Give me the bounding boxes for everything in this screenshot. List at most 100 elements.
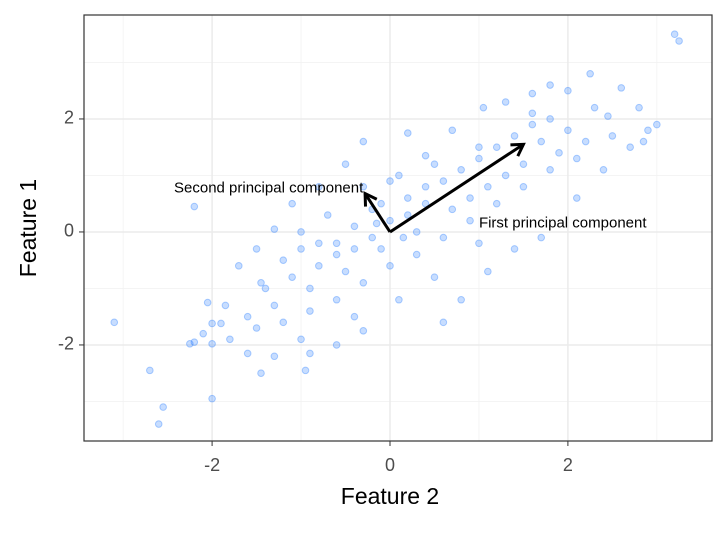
point (386, 262, 394, 270)
y-tick-label: 2 (64, 108, 74, 128)
point (368, 233, 377, 242)
point (261, 284, 270, 293)
point (359, 327, 368, 335)
x-tick-label: -2 (204, 455, 220, 475)
point (430, 273, 439, 281)
point (297, 228, 305, 236)
point (564, 126, 572, 135)
point (466, 194, 474, 202)
y-tick-label: -2 (58, 334, 74, 354)
point (186, 340, 194, 348)
point (386, 177, 394, 185)
point (457, 166, 465, 174)
point (203, 298, 212, 307)
point (306, 284, 314, 293)
point (315, 239, 323, 248)
point (332, 250, 341, 259)
panel-border (83, 14, 713, 442)
point (519, 182, 528, 191)
arrow-shaft (363, 192, 392, 233)
point (430, 160, 439, 168)
point (492, 143, 501, 152)
point (341, 267, 350, 276)
point (323, 211, 332, 219)
y-axis-title: Feature 1 (15, 179, 41, 277)
point (377, 199, 385, 208)
point (110, 318, 119, 327)
point (208, 319, 216, 328)
point (279, 256, 288, 265)
point (412, 250, 421, 259)
arrow-head (363, 191, 378, 207)
annotation: Second principal component (174, 179, 364, 196)
point (297, 335, 305, 344)
point (315, 262, 323, 270)
point (341, 160, 350, 168)
point (439, 177, 448, 185)
point (257, 279, 265, 287)
point (190, 338, 199, 346)
x-tick-label: 0 (385, 455, 395, 475)
point (555, 149, 563, 157)
point (350, 222, 359, 231)
point (653, 120, 661, 129)
point (457, 295, 465, 304)
point (403, 211, 412, 219)
point (604, 112, 612, 120)
point (403, 129, 412, 137)
point (519, 160, 528, 168)
point (377, 245, 385, 253)
point (572, 194, 581, 202)
point (332, 341, 341, 349)
point (252, 245, 261, 253)
point (372, 219, 381, 228)
point (484, 182, 492, 191)
point (492, 199, 501, 208)
point (439, 318, 448, 327)
point (510, 245, 519, 253)
point (306, 307, 314, 315)
point (288, 199, 296, 208)
point (675, 37, 683, 45)
point (586, 69, 594, 78)
point (301, 366, 310, 375)
point (635, 103, 643, 112)
y-tick-label: 0 (64, 221, 74, 241)
point (466, 216, 474, 225)
point (537, 137, 546, 146)
point (154, 420, 163, 428)
point (510, 132, 519, 140)
arrow-shaft (389, 143, 525, 234)
point (639, 137, 648, 146)
point (528, 109, 537, 118)
point (306, 349, 314, 358)
point (279, 318, 288, 327)
point (270, 301, 279, 310)
point (350, 312, 359, 321)
point (528, 89, 537, 98)
point (590, 103, 599, 112)
point (644, 126, 652, 135)
point (501, 171, 510, 180)
point (546, 166, 554, 174)
point (146, 366, 154, 375)
point (359, 279, 368, 287)
point (564, 86, 572, 95)
point (572, 154, 581, 163)
point (257, 369, 265, 378)
point (626, 143, 634, 152)
point (359, 137, 368, 146)
point (243, 349, 252, 358)
point (234, 262, 243, 270)
point (475, 239, 483, 248)
point (546, 81, 554, 89)
annotation: First principal component (479, 214, 647, 231)
point (421, 182, 430, 191)
point (599, 166, 608, 174)
point (608, 132, 617, 140)
point (439, 233, 448, 242)
point (484, 267, 492, 276)
point (395, 171, 403, 180)
